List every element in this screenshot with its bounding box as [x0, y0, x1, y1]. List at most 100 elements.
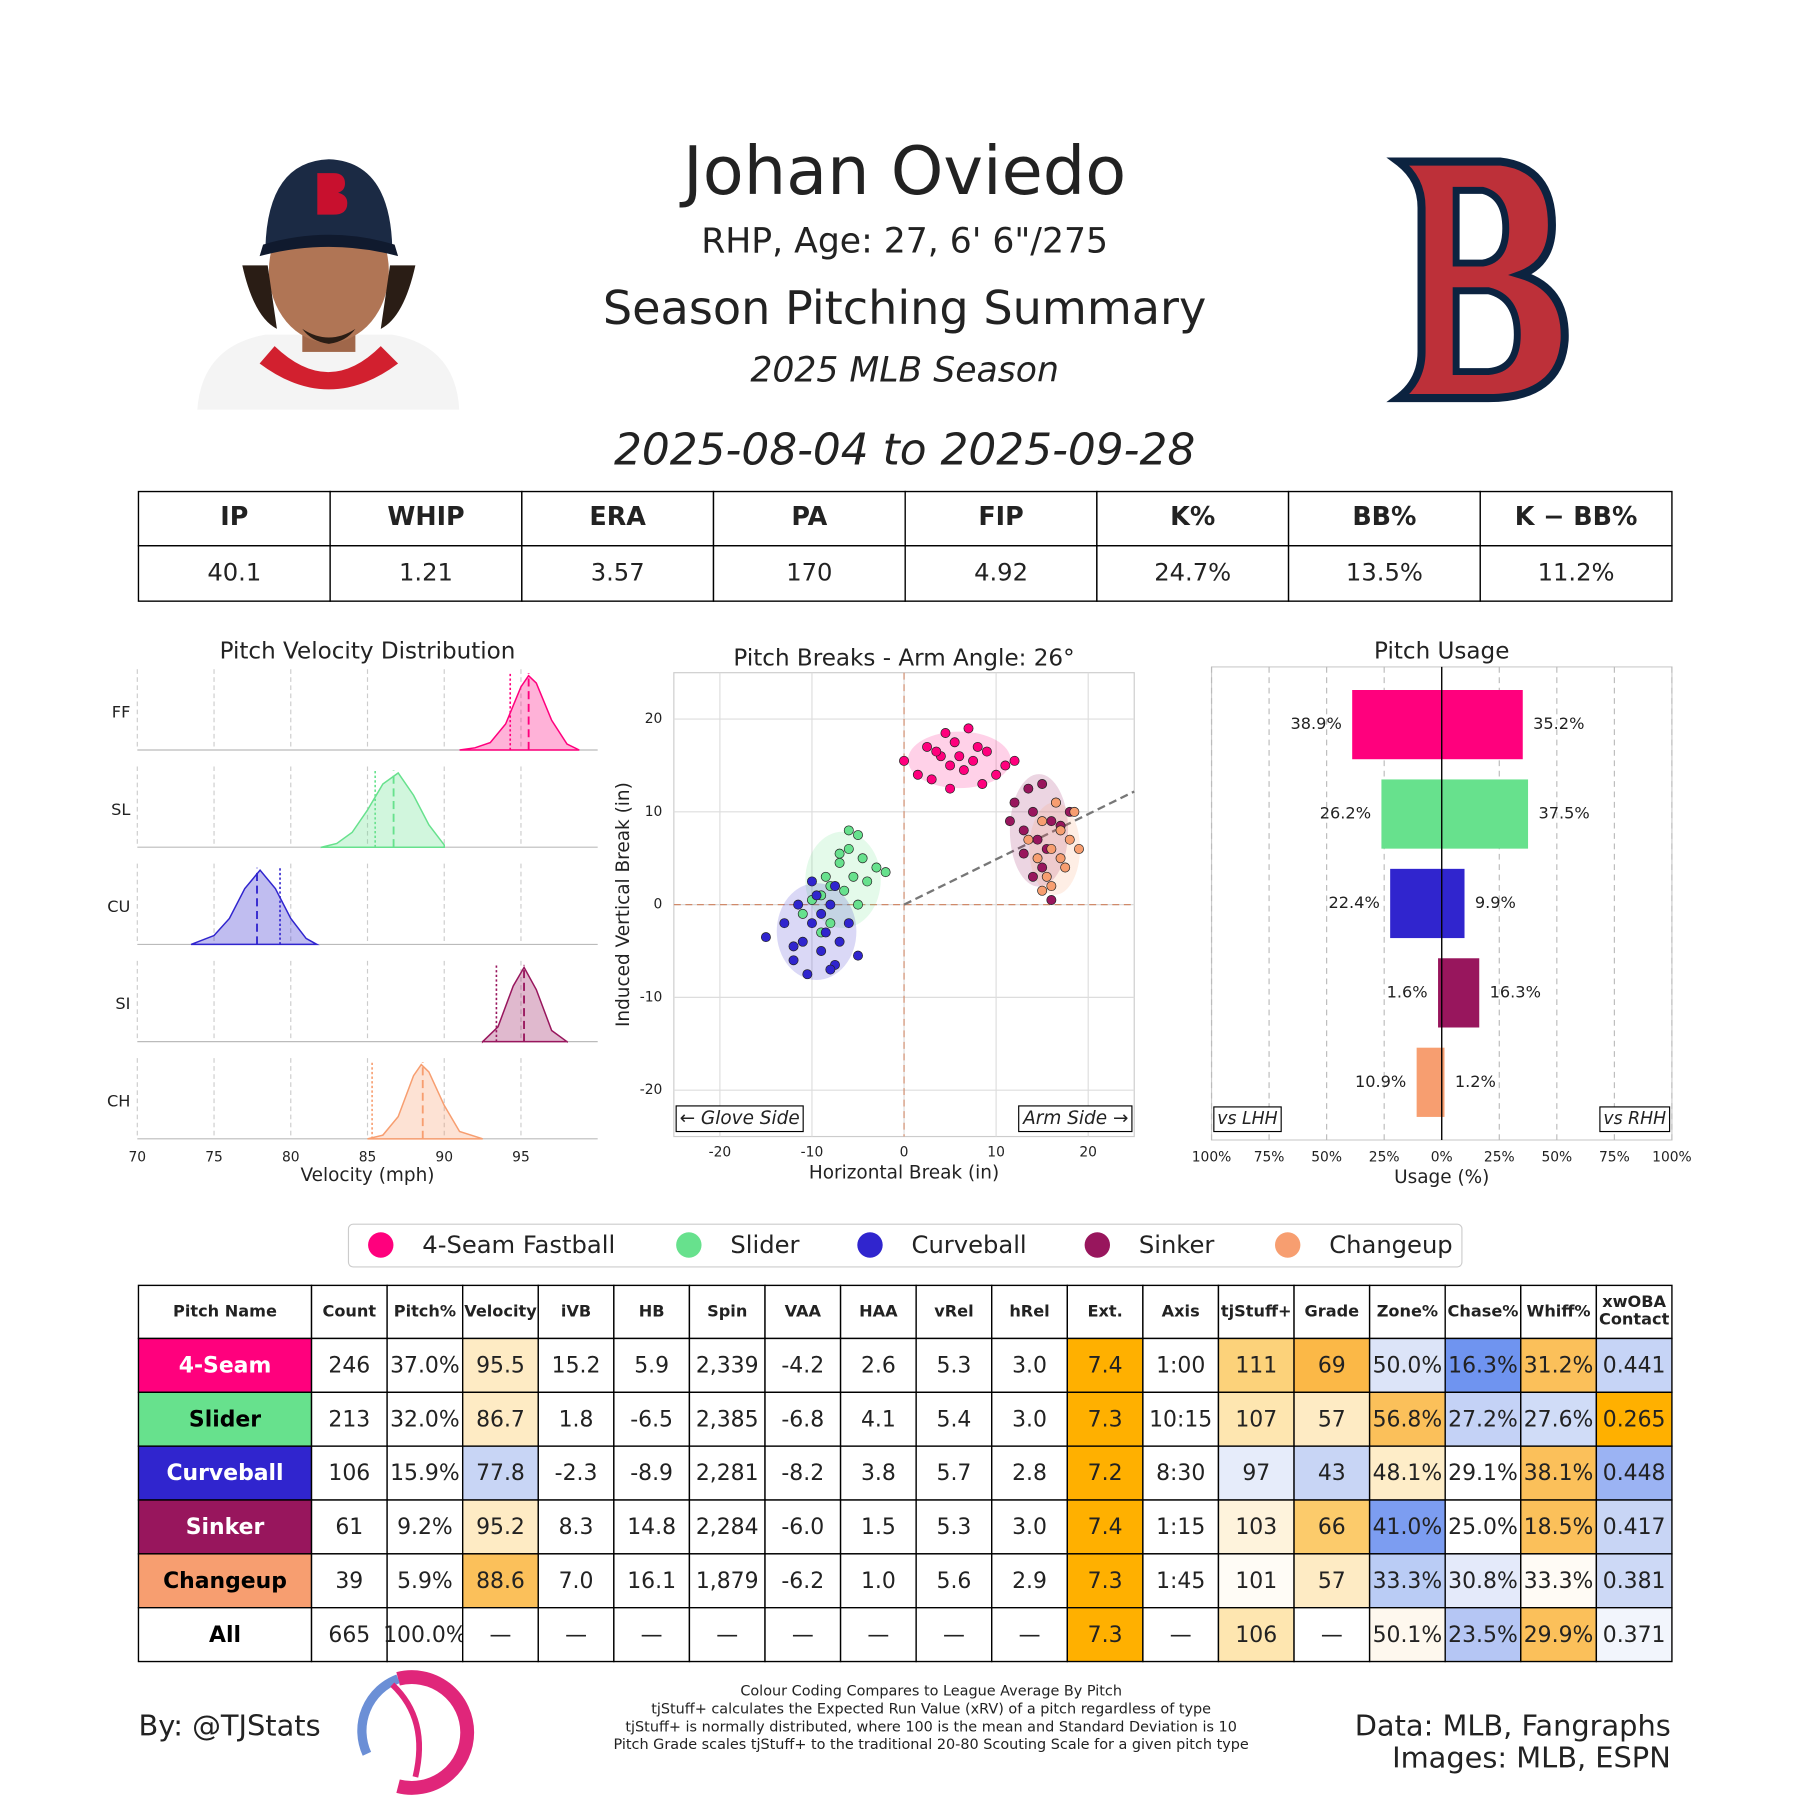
table-value: 32.0% [390, 1407, 460, 1432]
pitch-point [880, 867, 891, 878]
table-value: 7.4 [1088, 1354, 1123, 1379]
usage-bar [1438, 958, 1442, 1028]
stat-header: FIP [978, 501, 1023, 531]
annotation-box [675, 1105, 804, 1133]
column-header: Count [323, 1301, 377, 1320]
table-value: 37.0% [390, 1354, 460, 1379]
x-axis-label: Usage (%) [1394, 1167, 1489, 1188]
stat-header: BB% [1352, 501, 1416, 531]
table-value: 2.6 [861, 1354, 896, 1379]
stat-header: WHIP [387, 501, 464, 531]
table-cell [1217, 1607, 1295, 1663]
table-value: 25.0% [1448, 1515, 1518, 1540]
table-value: 101 [1235, 1569, 1277, 1594]
pitch-point [825, 899, 836, 910]
table-cell [137, 1337, 313, 1394]
annotation-box [1018, 1105, 1133, 1133]
pitch-point [797, 936, 808, 947]
table-cell [1368, 1607, 1446, 1663]
table-cell [537, 1607, 615, 1663]
table-value: 1:45 [1156, 1569, 1205, 1594]
table-cell [688, 1499, 766, 1555]
x-tick-label: 0% [1431, 1149, 1453, 1165]
table-value: 7.0 [559, 1569, 594, 1594]
byline: By: @TJStats [138, 1708, 320, 1742]
chart-title: Pitch Breaks - Arm Angle: 26° [733, 645, 1074, 671]
season-label: 2025 MLB Season [750, 351, 1059, 391]
table-cell [991, 1337, 1068, 1394]
table-value: 66 [1318, 1515, 1346, 1540]
table-cell [1217, 1499, 1295, 1555]
stat-header: IP [220, 501, 248, 531]
footnote: tjStuff+ calculates the Expected Run Val… [651, 1701, 1211, 1717]
column-header: HAA [859, 1301, 898, 1320]
data-label: 9.9% [1475, 893, 1516, 912]
x-tick-label: 70 [129, 1149, 147, 1165]
table-cell [1520, 1284, 1598, 1340]
pitch-point [1037, 779, 1048, 789]
column-header: Axis [1162, 1301, 1200, 1320]
pitch-point [797, 908, 808, 919]
table-value: -4.2 [781, 1354, 824, 1379]
table-cell [1520, 1445, 1598, 1501]
table-value: 95.2 [476, 1515, 525, 1540]
table-value: 61 [335, 1515, 363, 1540]
pitch-point [1046, 843, 1057, 854]
table-cell [1142, 1337, 1220, 1394]
table-cell [537, 1553, 615, 1609]
table-value: 15.2 [552, 1354, 601, 1379]
y-tick-label: FF [112, 703, 131, 722]
usage-bar [1390, 868, 1442, 939]
table-cell [915, 1445, 993, 1501]
pitch-point [1051, 797, 1061, 808]
table-cell [1293, 1391, 1371, 1447]
x-tick-label: 100% [1652, 1149, 1692, 1165]
pitch-point [931, 746, 942, 757]
table-cell [310, 1337, 388, 1394]
pitch-point [1000, 760, 1011, 771]
table-value: 4.1 [861, 1407, 896, 1432]
table-cell [137, 1553, 313, 1609]
usage-bar [1381, 779, 1442, 849]
table-value: — [792, 1623, 814, 1648]
table-cell [137, 1445, 313, 1501]
x-tick-label: 0 [900, 1145, 909, 1161]
pitch-name: 4-Seam [179, 1354, 272, 1379]
table-value: 43 [1318, 1461, 1346, 1486]
summary-title: Season Pitching Summary [603, 281, 1206, 335]
pitch-name: Changeup [163, 1569, 287, 1594]
pitch-point [922, 741, 933, 752]
x-tick-label: 20 [1079, 1145, 1097, 1161]
pitch-point [802, 969, 813, 980]
table-cell [764, 1391, 842, 1447]
table-cell [1066, 1284, 1144, 1340]
x-tick-label: 90 [435, 1149, 453, 1165]
density-area [367, 1063, 483, 1140]
table-value: 16.3% [1448, 1354, 1518, 1379]
data-label: 10.9% [1355, 1072, 1406, 1091]
annotation: ← Glove Side [680, 1108, 800, 1129]
usage-bar [1441, 958, 1480, 1028]
table-value: 2.9 [1012, 1569, 1047, 1594]
tjstats-logo [357, 1670, 475, 1795]
table-value: -8.9 [630, 1461, 673, 1486]
column-header: Pitch Name [173, 1301, 277, 1320]
table-cell [1595, 1607, 1673, 1663]
table-value: 7.3 [1088, 1569, 1123, 1594]
pitch-point [1037, 862, 1048, 873]
stat-value: 4.92 [974, 558, 1028, 586]
table-value: — [1321, 1623, 1343, 1648]
table-cell [1595, 1445, 1673, 1501]
table-cell [1293, 1607, 1371, 1663]
table-cell [1142, 1553, 1220, 1609]
stat-value: 11.2% [1538, 558, 1615, 586]
table-cell [1217, 1337, 1295, 1394]
table-value: — [565, 1623, 587, 1648]
player-name: Johan Oviedo [679, 132, 1126, 210]
y-tick-label: 20 [645, 711, 663, 727]
table-cell [310, 1284, 388, 1340]
table-value: 3.8 [861, 1461, 896, 1486]
chart-title: Pitch Velocity Distribution [220, 638, 516, 664]
table-value: 5.3 [937, 1354, 972, 1379]
pitch-point [825, 964, 836, 975]
